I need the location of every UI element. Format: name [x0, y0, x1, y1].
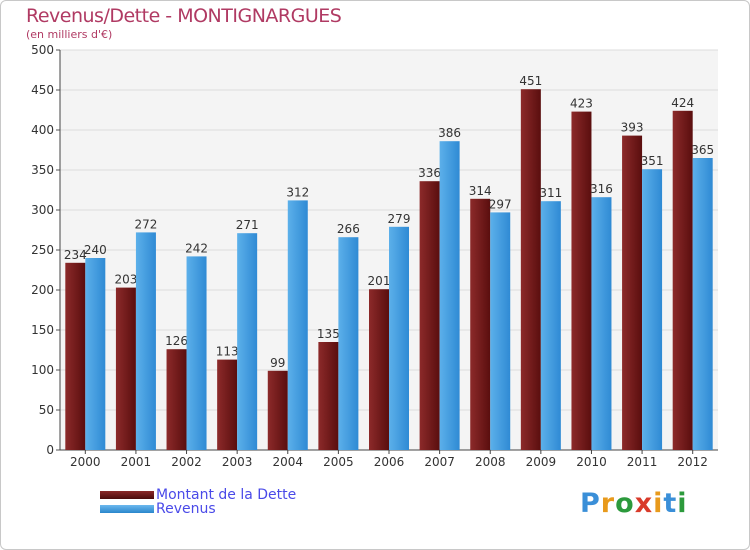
- chart-subtitle: (en milliers d'€): [26, 28, 113, 41]
- logo-letter: o: [615, 488, 635, 519]
- logo-letter: i: [677, 488, 688, 519]
- bar-revenus: [591, 197, 612, 450]
- y-tick-label: 150: [31, 323, 54, 337]
- data-label-revenus: 242: [185, 241, 208, 255]
- x-tick-label: 2007: [424, 455, 455, 469]
- logo-letter: x: [634, 488, 654, 519]
- data-label-revenus: 312: [286, 185, 309, 199]
- x-tick-label: 2004: [272, 455, 303, 469]
- chart-title: Revenus/Dette - MONTIGNARGUES: [26, 5, 342, 27]
- x-tick-label: 2009: [526, 455, 557, 469]
- bar-revenus: [439, 141, 460, 450]
- y-tick-label: 500: [31, 43, 54, 57]
- logo-letter: t: [663, 488, 678, 519]
- bar-dette: [166, 349, 187, 450]
- data-label-dette: 451: [519, 74, 542, 88]
- y-tick-label: 100: [31, 363, 54, 377]
- bar-revenus: [540, 201, 561, 450]
- bar-revenus: [237, 233, 258, 450]
- x-tick-label: 2012: [677, 455, 708, 469]
- proxiti-logo: Proxiti: [580, 488, 688, 519]
- data-label-revenus: 365: [691, 143, 714, 157]
- data-label-dette: 99: [270, 356, 285, 370]
- y-tick-label: 50: [39, 403, 54, 417]
- bar-revenus: [287, 200, 308, 450]
- data-label-dette: 126: [165, 334, 188, 348]
- bar-dette: [115, 287, 136, 450]
- data-label-revenus: 266: [337, 222, 360, 236]
- data-label-dette: 113: [216, 345, 239, 359]
- bar-revenus: [692, 158, 713, 450]
- x-tick-label: 2008: [475, 455, 506, 469]
- bar-dette: [470, 198, 491, 450]
- x-tick-label: 2002: [171, 455, 202, 469]
- bar-dette: [65, 262, 86, 450]
- data-label-revenus: 297: [489, 197, 512, 211]
- data-label-revenus: 386: [438, 126, 461, 140]
- x-tick-label: 2000: [70, 455, 101, 469]
- bar-dette: [318, 342, 339, 450]
- bar-revenus: [338, 237, 359, 450]
- bar-dette: [520, 89, 541, 450]
- data-label-dette: 234: [64, 248, 87, 262]
- data-label-revenus: 271: [236, 218, 259, 232]
- logo-letter: i: [653, 488, 664, 519]
- legend-label-dette: Montant de la Dette: [156, 487, 297, 503]
- data-label-revenus: 272: [134, 217, 157, 231]
- x-tick-label: 2011: [627, 455, 658, 469]
- y-tick-label: 0: [46, 443, 54, 457]
- data-label-revenus: 240: [84, 243, 107, 257]
- bar-dette: [672, 110, 693, 451]
- y-tick-label: 350: [31, 163, 54, 177]
- bar-revenus: [389, 226, 409, 450]
- data-label-revenus: 351: [641, 154, 664, 168]
- data-label-dette: 201: [368, 274, 391, 288]
- x-tick-label: 2001: [121, 455, 152, 469]
- data-label-dette: 203: [114, 273, 137, 287]
- bar-dette: [217, 359, 238, 450]
- data-label-dette: 336: [418, 166, 441, 180]
- data-label-dette: 423: [570, 97, 593, 111]
- data-label-dette: 314: [469, 184, 492, 198]
- data-label-revenus: 311: [539, 186, 562, 200]
- y-tick-label: 450: [31, 83, 54, 97]
- logo-letter: r: [600, 488, 616, 519]
- y-tick-label: 400: [31, 123, 54, 137]
- x-tick-label: 2003: [222, 455, 253, 469]
- legend-swatch-revenus: [100, 505, 154, 513]
- bar-revenus: [135, 232, 156, 450]
- x-tick-label: 2005: [323, 455, 354, 469]
- y-tick-label: 300: [31, 203, 54, 217]
- data-label-dette: 135: [317, 327, 340, 341]
- bar-dette: [571, 111, 592, 450]
- bar-dette: [622, 135, 643, 450]
- logo-letter: P: [580, 488, 601, 519]
- x-tick-label: 2006: [374, 455, 405, 469]
- bar-dette: [419, 181, 440, 450]
- bar-dette: [369, 289, 389, 450]
- bar-revenus: [186, 256, 207, 450]
- legend-label-revenus: Revenus: [156, 501, 216, 517]
- bar-dette: [267, 370, 288, 450]
- data-label-dette: 393: [621, 121, 644, 135]
- y-tick-label: 250: [31, 243, 54, 257]
- x-tick-label: 2010: [576, 455, 607, 469]
- data-label-revenus: 316: [590, 182, 613, 196]
- bar-revenus: [642, 169, 663, 450]
- legend-item-dette: Montant de la Dette: [100, 487, 296, 503]
- y-tick-label: 200: [31, 283, 54, 297]
- bar-revenus: [85, 258, 106, 450]
- legend-item-revenus: Revenus: [100, 501, 216, 517]
- data-label-revenus: 279: [388, 212, 411, 226]
- bar-revenus: [490, 212, 511, 450]
- legend-swatch-dette: [100, 491, 154, 499]
- data-label-dette: 424: [671, 96, 694, 110]
